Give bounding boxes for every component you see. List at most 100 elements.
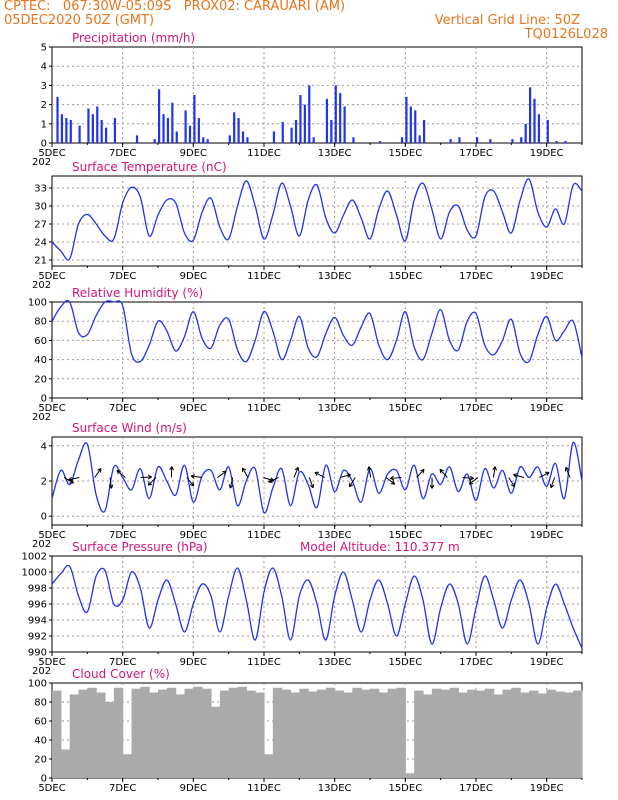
wind-arrowhead — [97, 468, 102, 473]
precip-bar — [65, 118, 68, 143]
y-tick-label: 2 — [41, 477, 47, 488]
precip-bar — [87, 108, 90, 143]
y-tick-label: 20 — [34, 755, 47, 766]
wind-arrowhead — [367, 466, 372, 471]
precip-bar — [281, 121, 284, 143]
precip-bar — [352, 137, 355, 143]
cloud-bar — [493, 694, 504, 778]
cloud-bar — [264, 754, 274, 778]
wind-arrowhead — [68, 476, 73, 482]
cloud-bar — [520, 692, 530, 778]
precip-bar — [405, 96, 408, 143]
x-tick-label: 5DEC — [38, 148, 65, 159]
wind-arrowhead — [169, 466, 175, 471]
grid-info-label: Vertical Grid Line: 50Z — [434, 13, 580, 28]
precip-bar — [533, 98, 536, 143]
cloud-bar — [414, 690, 424, 778]
wind-arrowhead — [228, 484, 234, 489]
cloud-bar — [396, 687, 406, 778]
cloud-bar — [211, 706, 221, 778]
cloud-bar — [281, 689, 292, 778]
x-tick-label: 11DEC — [247, 271, 281, 282]
x-tick-label: 15DEC — [388, 271, 422, 282]
precip-bar — [237, 118, 240, 143]
y-tick-label: 992 — [28, 632, 47, 643]
model-altitude-label: Model Altitude: 110.377 m — [300, 540, 460, 554]
y-tick-label: 27 — [34, 220, 47, 231]
wind-arrow — [68, 476, 80, 481]
precip-bar — [378, 141, 382, 143]
y-tick-label: 4 — [41, 441, 47, 452]
x-tick-label: 11DEC — [247, 657, 281, 668]
y-tick-label: 4 — [41, 62, 47, 73]
cloud-bar — [255, 692, 265, 778]
cloud-bar — [140, 686, 150, 778]
x-tick-label: 17DEC — [459, 657, 493, 668]
y-tick-label: 60 — [34, 717, 47, 728]
x-tick-label: 13DEC — [318, 530, 352, 541]
cloud-bar — [158, 689, 168, 778]
cloud-bar — [440, 689, 451, 778]
wind-arrow — [314, 471, 325, 478]
panel-frame — [51, 175, 583, 267]
wind-arrow — [217, 470, 227, 478]
x-tick-label: 13DEC — [318, 271, 352, 282]
y-tick-label: 21 — [34, 256, 47, 267]
y-tick-label: 1002 — [22, 552, 47, 563]
y-tick-label: 5 — [41, 43, 47, 54]
precip-bar — [290, 127, 293, 143]
precip-bar — [303, 104, 306, 143]
y-tick-label: 996 — [28, 600, 47, 611]
cloud-bar — [131, 688, 141, 778]
cloud-bar — [555, 691, 565, 778]
x-tick-label: 9DEC — [180, 271, 207, 282]
panel-title: Surface Pressure (hPa) — [72, 540, 208, 554]
precip-bar — [555, 141, 558, 143]
panel-title: Cloud Cover (%) — [72, 667, 170, 681]
wind-arrowhead — [69, 479, 74, 484]
cloud-bar — [202, 688, 212, 778]
precip-bar — [330, 119, 333, 143]
wind-arrowhead — [545, 471, 550, 476]
cloud-bar — [529, 690, 539, 778]
wind-arrow — [116, 470, 126, 478]
wind-arrow — [513, 474, 525, 478]
precip-bar — [233, 112, 236, 143]
precip-bar — [294, 119, 298, 143]
x-tick-label: 17DEC — [459, 783, 493, 794]
x-tick-label: 19DEC — [530, 403, 564, 414]
panel-6 — [49, 682, 583, 782]
cloud-bar — [458, 692, 468, 778]
x-tick-label: 13DEC — [318, 148, 352, 159]
x-tick-label: 17DEC — [459, 530, 493, 541]
y-tick-label: 0 — [41, 394, 47, 405]
precip-bar — [272, 131, 276, 143]
x-tick-label: 5DEC — [38, 657, 65, 668]
cloud-bar — [299, 688, 309, 778]
precip-bar — [197, 118, 200, 143]
precip-bar — [449, 139, 452, 143]
wind-arrow — [550, 477, 556, 488]
series-line — [51, 178, 583, 261]
x-tick-label: 5DEC — [38, 271, 65, 282]
x-year-label: 202 — [32, 539, 51, 550]
panel-title: Surface Temperature (nC) — [72, 160, 227, 174]
precip-bar — [524, 123, 527, 143]
precip-bar — [520, 137, 523, 143]
precip-bar — [546, 119, 549, 143]
wind-arrow — [242, 467, 249, 478]
cloud-bar — [193, 686, 203, 778]
precip-bar — [158, 89, 161, 143]
panel-3 — [49, 299, 583, 402]
x-tick-label: 7DEC — [109, 530, 136, 541]
wind-arrowhead — [492, 466, 497, 471]
x-tick-label: 9DEC — [180, 403, 207, 414]
cloud-bar — [352, 687, 362, 778]
y-tick-label: 0 — [41, 512, 47, 523]
x-tick-label: 5DEC — [38, 530, 65, 541]
precip-bar — [299, 95, 302, 143]
wind-arrowhead — [510, 482, 516, 488]
x-tick-label: 15DEC — [388, 657, 422, 668]
cloud-bar — [113, 687, 124, 778]
wind-arrowhead — [348, 482, 354, 488]
